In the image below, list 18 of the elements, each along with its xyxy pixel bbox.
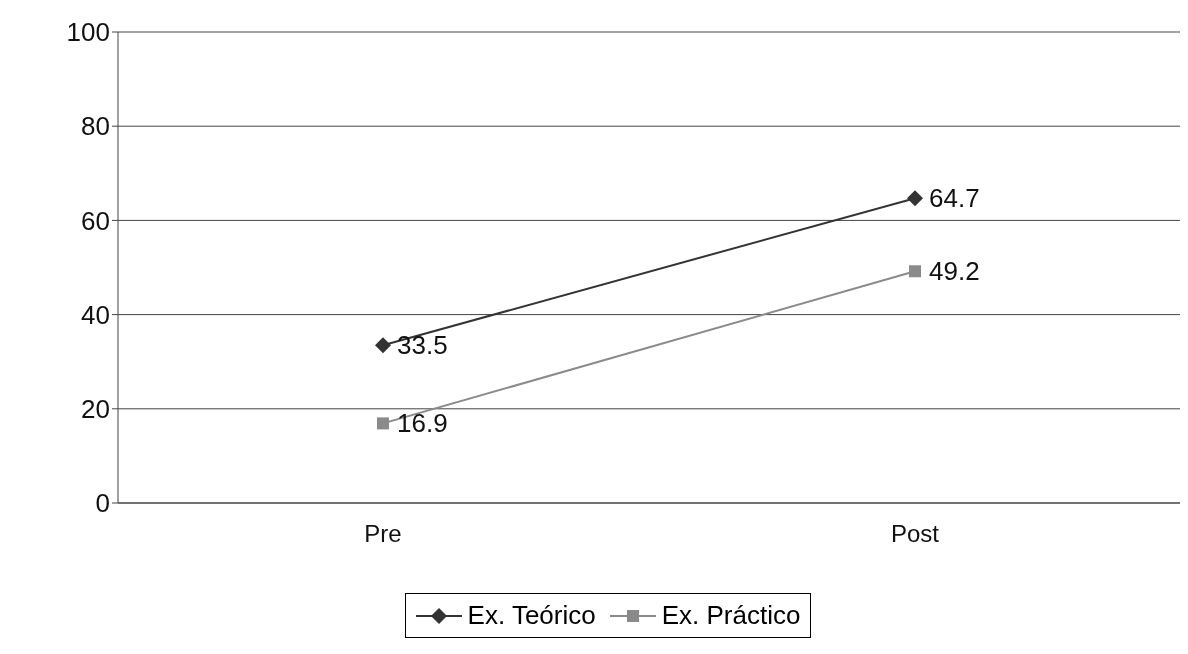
legend-label: Ex. Práctico: [660, 600, 801, 631]
point: [909, 265, 921, 278]
point: [907, 190, 923, 207]
data-label: 16.9: [397, 408, 448, 439]
x-tick-label: Post: [890, 520, 940, 548]
data-label: 64.7: [929, 183, 980, 214]
y-tick-label: 0: [95, 488, 110, 519]
point: [375, 337, 391, 354]
y-tick-label: 80: [81, 111, 110, 142]
x-tick-label: Pre: [364, 520, 402, 548]
y-tick-label: 100: [66, 17, 110, 48]
y-tick-label: 20: [81, 394, 110, 425]
y-tick-label: 40: [81, 299, 110, 330]
point: [377, 417, 389, 430]
data-label: 49.2: [929, 256, 980, 287]
legend-label: Ex. Teórico: [466, 600, 596, 631]
y-tick-label: 60: [81, 205, 110, 236]
data-label: 33.5: [397, 330, 448, 361]
